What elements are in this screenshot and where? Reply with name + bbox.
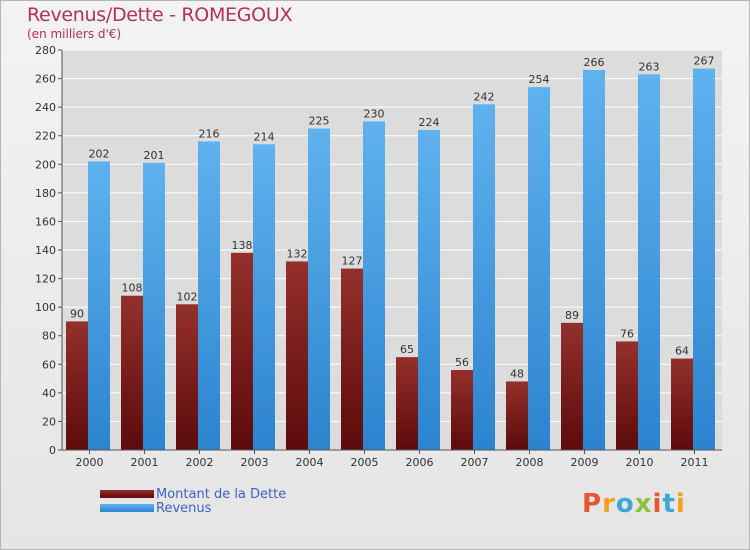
data-label-revenue: 266 bbox=[584, 56, 605, 69]
data-label-debt: 138 bbox=[232, 239, 253, 252]
logo-letter: o bbox=[615, 489, 635, 519]
y-tick-label: 20 bbox=[42, 415, 56, 428]
bar-revenue bbox=[198, 141, 220, 450]
legend-item-revenue: Revenus bbox=[100, 500, 212, 516]
y-tick-label: 260 bbox=[35, 73, 56, 86]
y-tick-label: 220 bbox=[35, 130, 56, 143]
logo-letter: t bbox=[662, 489, 676, 519]
data-label-debt: 64 bbox=[675, 345, 689, 358]
bar-revenue bbox=[363, 121, 385, 450]
x-tick-label: 2007 bbox=[461, 456, 489, 469]
y-tick-label: 140 bbox=[35, 244, 56, 257]
data-label-debt: 108 bbox=[122, 282, 143, 295]
data-label-revenue: 225 bbox=[309, 115, 330, 128]
y-tick-label: 100 bbox=[35, 301, 56, 314]
bar-revenue bbox=[308, 128, 330, 451]
x-tick-label: 2010 bbox=[626, 456, 654, 469]
x-tick-label: 2006 bbox=[406, 456, 434, 469]
y-tick-label: 80 bbox=[42, 330, 56, 343]
bar-revenue bbox=[253, 144, 275, 451]
logo-letter: P bbox=[582, 489, 603, 519]
y-tick-label: 120 bbox=[35, 273, 56, 286]
data-label-revenue: 224 bbox=[419, 116, 440, 129]
chart-title: Revenus/Dette - ROMEGOUX bbox=[27, 4, 293, 26]
legend-item-debt: Montant de la Dette bbox=[100, 486, 287, 502]
x-tick-label: 2000 bbox=[76, 456, 104, 469]
logo-letter: i bbox=[675, 489, 686, 519]
y-tick-label: 40 bbox=[42, 387, 56, 400]
bar-revenue bbox=[583, 70, 605, 450]
bar-debt bbox=[561, 322, 583, 450]
y-tick-label: 0 bbox=[49, 444, 56, 457]
legend-swatch-revenue bbox=[100, 504, 154, 512]
x-tick-label: 2009 bbox=[571, 456, 599, 469]
data-label-revenue: 254 bbox=[529, 73, 550, 86]
bars-group bbox=[66, 68, 715, 451]
y-tick-label: 200 bbox=[35, 158, 56, 171]
data-label-debt: 65 bbox=[400, 343, 414, 356]
bar-revenue bbox=[638, 74, 660, 451]
data-label-revenue: 201 bbox=[144, 149, 165, 162]
y-tick-label: 280 bbox=[35, 44, 56, 57]
x-tick-label: 2005 bbox=[351, 456, 379, 469]
proxiti-logo: Proxiti bbox=[582, 489, 686, 519]
bar-revenue bbox=[528, 87, 550, 451]
bar-debt bbox=[396, 357, 418, 450]
x-tick-label: 2011 bbox=[681, 456, 709, 469]
legend-label-revenue: Revenus bbox=[156, 500, 212, 516]
data-label-revenue: 267 bbox=[694, 55, 715, 68]
data-label-revenue: 230 bbox=[364, 107, 385, 120]
data-label-revenue: 216 bbox=[199, 127, 220, 140]
data-label-debt: 89 bbox=[565, 309, 579, 322]
axes: 0 20 40 60 80 100 120 140 160 180 200 220 240 260 280 2… bbox=[35, 44, 722, 469]
x-tick-label: 2003 bbox=[241, 456, 269, 469]
data-label-debt: 127 bbox=[342, 255, 363, 268]
bar-debt bbox=[121, 295, 143, 450]
bar-revenue bbox=[473, 104, 495, 451]
bar-debt bbox=[176, 304, 198, 450]
bar-debt bbox=[506, 381, 528, 450]
bar-debt bbox=[286, 261, 308, 450]
x-tick-label: 2001 bbox=[131, 456, 159, 469]
bar-revenue bbox=[693, 68, 715, 451]
data-label-debt: 132 bbox=[287, 247, 308, 260]
legend-swatch-debt bbox=[100, 490, 154, 498]
data-label-revenue: 214 bbox=[254, 130, 275, 143]
data-label-revenue: 242 bbox=[474, 90, 495, 103]
bar-revenue bbox=[143, 162, 165, 450]
data-label-debt: 56 bbox=[455, 356, 469, 369]
bar-revenue bbox=[418, 130, 440, 450]
y-tick-label: 240 bbox=[35, 101, 56, 114]
y-tick-label: 180 bbox=[35, 187, 56, 200]
data-label-revenue: 202 bbox=[89, 147, 110, 160]
bar-debt bbox=[341, 268, 363, 450]
bar-debt bbox=[671, 358, 693, 450]
logo-letter: r bbox=[602, 489, 616, 519]
data-label-debt: 48 bbox=[510, 367, 524, 380]
x-tick-label: 2004 bbox=[296, 456, 324, 469]
grid-lines bbox=[62, 49, 722, 422]
data-label-debt: 76 bbox=[620, 327, 634, 340]
data-labels-group: 90 202 108 201 102 216 138 214 132 225 127 230 65 224… bbox=[70, 55, 715, 381]
x-tick-label: 2008 bbox=[516, 456, 544, 469]
data-label-debt: 90 bbox=[70, 307, 84, 320]
data-label-debt: 102 bbox=[177, 290, 198, 303]
bar-debt bbox=[451, 370, 473, 450]
x-tick-label: 2002 bbox=[186, 456, 214, 469]
logo-letter: i bbox=[652, 489, 663, 519]
bar-debt bbox=[231, 252, 253, 450]
y-tick-label: 160 bbox=[35, 215, 56, 228]
legend-label-debt: Montant de la Dette bbox=[156, 486, 287, 502]
logo-letter: x bbox=[634, 489, 653, 519]
data-label-revenue: 263 bbox=[639, 60, 660, 73]
chart-subtitle: (en milliers d'€) bbox=[27, 27, 122, 41]
bar-debt bbox=[66, 321, 88, 450]
y-tick-label: 60 bbox=[42, 358, 56, 371]
bar-revenue bbox=[88, 161, 110, 450]
bar-debt bbox=[616, 341, 638, 450]
